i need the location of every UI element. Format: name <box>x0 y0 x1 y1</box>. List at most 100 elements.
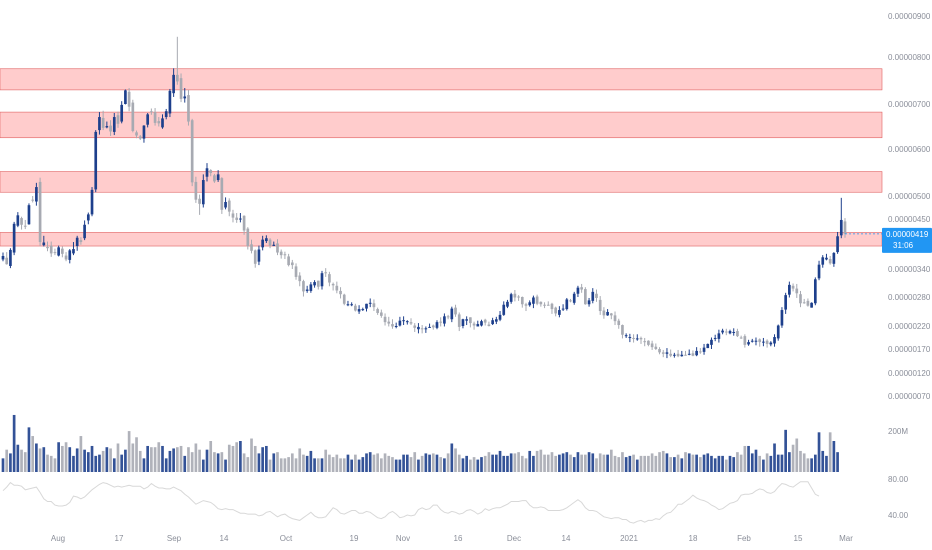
candle-body <box>528 302 532 306</box>
candlestick-series <box>1 36 847 359</box>
candle-body <box>101 117 105 128</box>
candle-body <box>487 324 491 326</box>
volume-bar <box>710 455 713 472</box>
candle-body <box>354 305 357 311</box>
candle-body <box>257 249 261 262</box>
candle-body <box>472 323 476 326</box>
candle-body <box>461 319 465 326</box>
candle-body <box>172 74 175 94</box>
time-tick-label: Dec <box>507 534 521 543</box>
volume-bar <box>239 441 242 472</box>
volume-bar <box>713 458 717 472</box>
time-tick-label: Aug <box>51 534 65 543</box>
candle-body <box>131 102 135 131</box>
candle-body <box>750 340 754 342</box>
candle-body <box>268 239 272 246</box>
candle-body <box>661 352 665 354</box>
candle-body <box>558 310 561 315</box>
candle-body <box>776 325 780 339</box>
candle-body <box>435 322 439 328</box>
volume-bar <box>109 448 112 472</box>
volume-bar <box>216 453 220 472</box>
volume-bar <box>469 459 472 472</box>
volume-bar <box>532 455 535 472</box>
volume-bar <box>294 458 298 472</box>
candle-body <box>35 187 38 202</box>
candle-body <box>739 337 743 339</box>
volume-bar <box>439 457 443 472</box>
volume-series <box>1 414 839 472</box>
candle-body <box>546 304 550 306</box>
candle-body <box>788 284 791 295</box>
volume-bar <box>398 459 402 472</box>
volume-bar <box>90 445 94 472</box>
candle-body <box>265 238 268 242</box>
volume-bar <box>409 457 413 472</box>
candle-body <box>250 244 253 251</box>
volume-bar <box>799 450 802 472</box>
volume-bar <box>12 414 16 472</box>
volume-bar <box>131 443 135 472</box>
volume-bar <box>431 453 435 472</box>
volume-bar <box>290 453 294 472</box>
candle-body <box>825 257 828 260</box>
volume-bar <box>465 455 468 472</box>
volume-bar <box>365 453 368 472</box>
volume-bar <box>454 448 457 472</box>
time-tick-label: 2021 <box>620 534 638 543</box>
candle-body <box>587 300 591 305</box>
volume-bar <box>61 445 64 472</box>
candle-body <box>12 223 16 253</box>
candle-body <box>198 198 201 204</box>
volume-bar <box>788 452 791 472</box>
candle-body <box>380 312 383 316</box>
candle-body <box>57 247 60 256</box>
volume-bar <box>161 445 164 472</box>
candle-body <box>483 319 487 323</box>
time-tick-label: Mar <box>839 534 853 543</box>
volume-bar <box>721 455 724 472</box>
candle-body <box>465 319 468 321</box>
candle-body <box>424 328 428 330</box>
candle-body <box>72 249 75 254</box>
volume-bar <box>320 458 324 472</box>
volume-bar <box>157 442 161 472</box>
candle-body <box>491 320 494 325</box>
candle-body <box>802 302 806 304</box>
volume-bar <box>483 455 487 472</box>
price-tick-label: 0.00000120 <box>888 369 931 378</box>
volume-bar <box>116 443 120 472</box>
candle-body <box>684 354 687 356</box>
candle-body <box>313 282 316 286</box>
candle-body <box>146 114 149 125</box>
candle-body <box>235 217 239 220</box>
volume-bar <box>265 445 268 472</box>
candle-body <box>691 353 695 356</box>
time-tick-label: Sep <box>167 534 182 543</box>
volume-bar <box>268 459 272 472</box>
volume-bar <box>832 441 836 472</box>
resistance-zone <box>0 171 883 193</box>
volume-bar <box>669 457 673 472</box>
price-tick-label: 0.00000170 <box>888 345 931 354</box>
price-axis[interactable]: 0.00000900 0.00000800 0.00000700 0.00000600… <box>888 12 931 520</box>
volume-bar <box>205 449 209 472</box>
volume-bar <box>606 454 609 472</box>
candle-body <box>346 304 350 306</box>
candle-body <box>357 309 361 312</box>
volume-bar <box>9 453 12 472</box>
candle-body <box>320 273 324 287</box>
time-tick-label: 14 <box>562 534 571 543</box>
candle-body <box>635 338 639 340</box>
volume-bar <box>164 458 168 472</box>
volume-bar <box>279 458 283 472</box>
volume-bar <box>695 454 698 472</box>
price-tick-label: 0.00000070 <box>888 392 931 401</box>
candle-body <box>168 90 172 114</box>
candle-body <box>647 340 650 345</box>
time-axis[interactable]: Aug 17 Sep 14 Oct 19 Nov 16 Dec 14 2021 18 Feb 15 Mar <box>51 534 853 543</box>
candle-body <box>316 280 320 287</box>
volume-bar <box>35 443 38 472</box>
candle-body <box>413 325 417 328</box>
